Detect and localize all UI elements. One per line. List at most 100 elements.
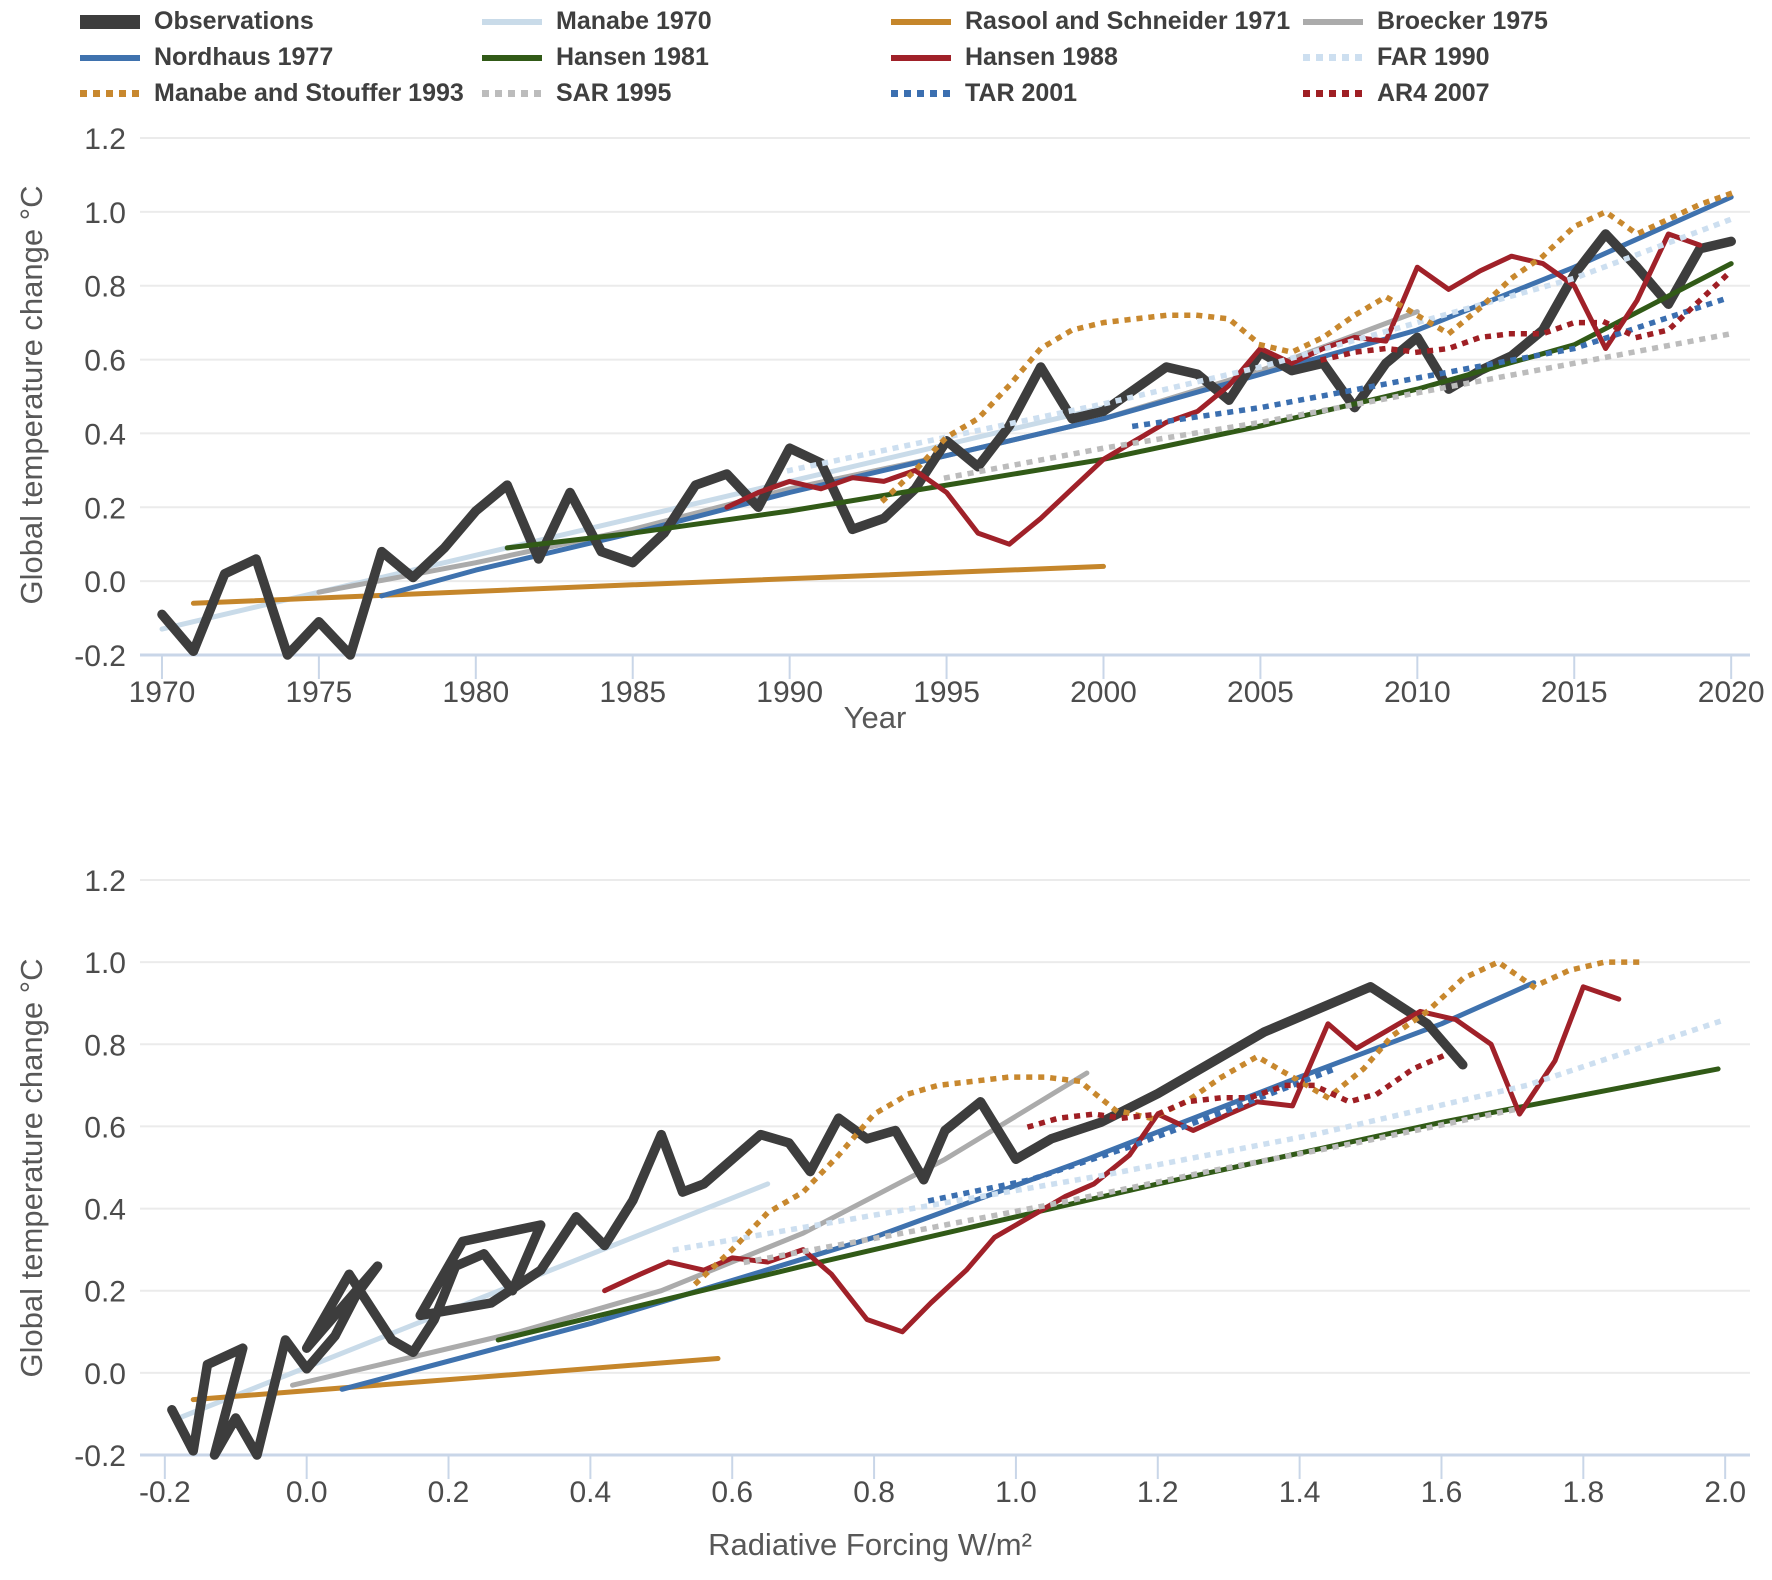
legend-item-hansen-1981: Hansen 1981 [482, 43, 891, 71]
y-tick-label: 0.6 [84, 345, 126, 378]
y-tick-label: 1.0 [84, 947, 126, 980]
legend-item-sar-1995: SAR 1995 [482, 79, 891, 107]
x-tick-label: 1990 [756, 676, 823, 709]
legend-label: Hansen 1988 [965, 43, 1118, 71]
legend-swatch-thick [80, 14, 140, 29]
x-tick-label: 1975 [286, 676, 353, 709]
y-axis: -0.2 0.0 0.2 0.4 0.6 0.8 1.0 1.2 [74, 865, 126, 1473]
series-rasool-schneider-1971 [190, 1356, 721, 1403]
x-tick-label: 2.0 [1704, 1476, 1746, 1509]
y-axis: -0.2 0.0 0.2 0.4 0.6 0.8 1.0 1.2 [74, 123, 126, 673]
legend-label: TAR 2001 [965, 79, 1078, 107]
series-tar-2001 [927, 1065, 1339, 1204]
y-tick-label: -0.2 [74, 640, 126, 673]
series-sar-1995 [943, 330, 1735, 481]
series-far-1990 [786, 215, 1735, 474]
temperature-vs-year-chart: 1970 1975 1980 1985 1990 1995 2000 2005 2010 2015… [74, 123, 1764, 709]
legend-label: SAR 1995 [556, 79, 672, 107]
x-tick-label: 0.2 [428, 1476, 470, 1509]
legend-swatch-solid [482, 54, 542, 61]
legend-item-nordhaus-1977: Nordhaus 1977 [80, 43, 482, 71]
x-tick-label: -0.2 [139, 1476, 191, 1509]
series-broecker-1975 [316, 309, 1420, 595]
temperature-vs-forcing-chart: -0.2 0.0 0.2 0.4 0.6 0.8 1.0 1.2 1.4 1.6 1.8 2.0-0.… [74, 865, 1750, 1509]
legend-item-far-1990: FAR 1990 [1303, 43, 1760, 71]
legend-swatch-dotted [482, 90, 542, 97]
legend-item-observations: Observations [80, 7, 482, 35]
legend-label: Rasool and Schneider 1971 [965, 7, 1291, 35]
x-axis-title-top: Year [843, 700, 907, 735]
legend-item-manabe-and-stouffer-1993: Manabe and Stouffer 1993 [80, 79, 482, 107]
legend-swatch-dotted [1303, 90, 1363, 97]
x-tick-label: 1.8 [1562, 1476, 1604, 1509]
x-tick-label: 2000 [1070, 676, 1137, 709]
y-tick-label: 1.0 [84, 197, 126, 230]
y-tick-label: 0.2 [84, 1276, 126, 1309]
legend-item-rasool-and-schneider-1971: Rasool and Schneider 1971 [891, 7, 1303, 35]
legend-swatch-solid [482, 18, 542, 25]
x-tick-label: 1.0 [995, 1476, 1037, 1509]
x-tick-label: 0.6 [711, 1476, 753, 1509]
legend-swatch-dotted [891, 90, 951, 97]
y-tick-label: -0.2 [74, 1440, 126, 1473]
x-tick-label: 1985 [599, 676, 666, 709]
legend-label: FAR 1990 [1377, 43, 1490, 71]
x-tick-label: 1970 [129, 676, 196, 709]
x-tick-label: 2020 [1698, 676, 1765, 709]
x-tick-label: 2015 [1541, 676, 1608, 709]
series-hansen-1988 [724, 231, 1703, 547]
y-tick-label: 0.4 [84, 1194, 126, 1227]
series-manabe-stouffer-1993 [692, 959, 1643, 1287]
gridlines [140, 137, 1750, 583]
legend-item-broecker-1975: Broecker 1975 [1303, 7, 1760, 35]
x-tick-label: 1.4 [1279, 1476, 1321, 1509]
legend-swatch-solid [80, 54, 140, 61]
legend-label: Hansen 1981 [556, 43, 709, 71]
series-ar4-2007 [1026, 1052, 1446, 1130]
series-far-1990 [672, 1016, 1729, 1253]
legend-label: Broecker 1975 [1377, 7, 1548, 35]
y-tick-label: 0.4 [84, 418, 126, 451]
y-tick-label: 0.8 [84, 1029, 126, 1062]
series-manabe-1970 [176, 1181, 771, 1421]
series-broecker-1975 [290, 1070, 1090, 1388]
y-tick-label: 0.6 [84, 1111, 126, 1144]
y-tick-label: 0.0 [84, 1358, 126, 1391]
legend-item-ar4-2007: AR4 2007 [1303, 79, 1760, 107]
legend-label: Nordhaus 1977 [154, 43, 334, 71]
legend-item-hansen-1988: Hansen 1988 [891, 43, 1303, 71]
y-tick-label: 1.2 [84, 865, 126, 898]
legend-item-manabe-1970: Manabe 1970 [482, 7, 891, 35]
series-sar-1995 [743, 1106, 1516, 1266]
series-nordhaus-1977 [339, 980, 1537, 1392]
legend-label: Manabe and Stouffer 1993 [154, 79, 464, 107]
x-tick-label: 0.8 [853, 1476, 895, 1509]
x-axis: 1970 1975 1980 1985 1990 1995 2000 2005 2010 2015… [129, 653, 1765, 709]
x-tick-label: 1.6 [1421, 1476, 1463, 1509]
x-tick-label: 2005 [1227, 676, 1294, 709]
legend-item-tar-2001: TAR 2001 [891, 79, 1303, 107]
legend-swatch-dotted [1303, 54, 1363, 61]
series-ar4-2007 [1319, 267, 1736, 363]
legend-label: Observations [154, 7, 314, 35]
series-observations [167, 982, 1468, 1460]
x-axis: -0.2 0.0 0.2 0.4 0.6 0.8 1.0 1.2 1.4 1.6 1.8 2.0 [139, 1453, 1750, 1509]
x-tick-label: 1980 [442, 676, 509, 709]
x-tick-label: 1.2 [1137, 1476, 1179, 1509]
x-tick-label: 1995 [913, 676, 980, 709]
y-tick-label: 0.8 [84, 271, 126, 304]
x-tick-label: 0.4 [570, 1476, 612, 1509]
legend-label: AR4 2007 [1377, 79, 1490, 107]
y-axis-title-bottom: Global temperature change °C [14, 958, 49, 1378]
series-hansen-1981 [495, 1066, 1721, 1343]
series-manabe-stouffer-1993 [879, 189, 1735, 504]
series-nordhaus-1977 [379, 194, 1734, 599]
x-tick-label: 2010 [1384, 676, 1451, 709]
y-axis-title-top: Global temperature change °C [14, 185, 49, 605]
legend-swatch-solid [1303, 18, 1363, 25]
x-tick-label: 0.0 [286, 1476, 328, 1509]
legend-label: Manabe 1970 [556, 7, 712, 35]
series-hansen-1988 [602, 984, 1622, 1335]
legend-swatch-solid [891, 54, 951, 61]
